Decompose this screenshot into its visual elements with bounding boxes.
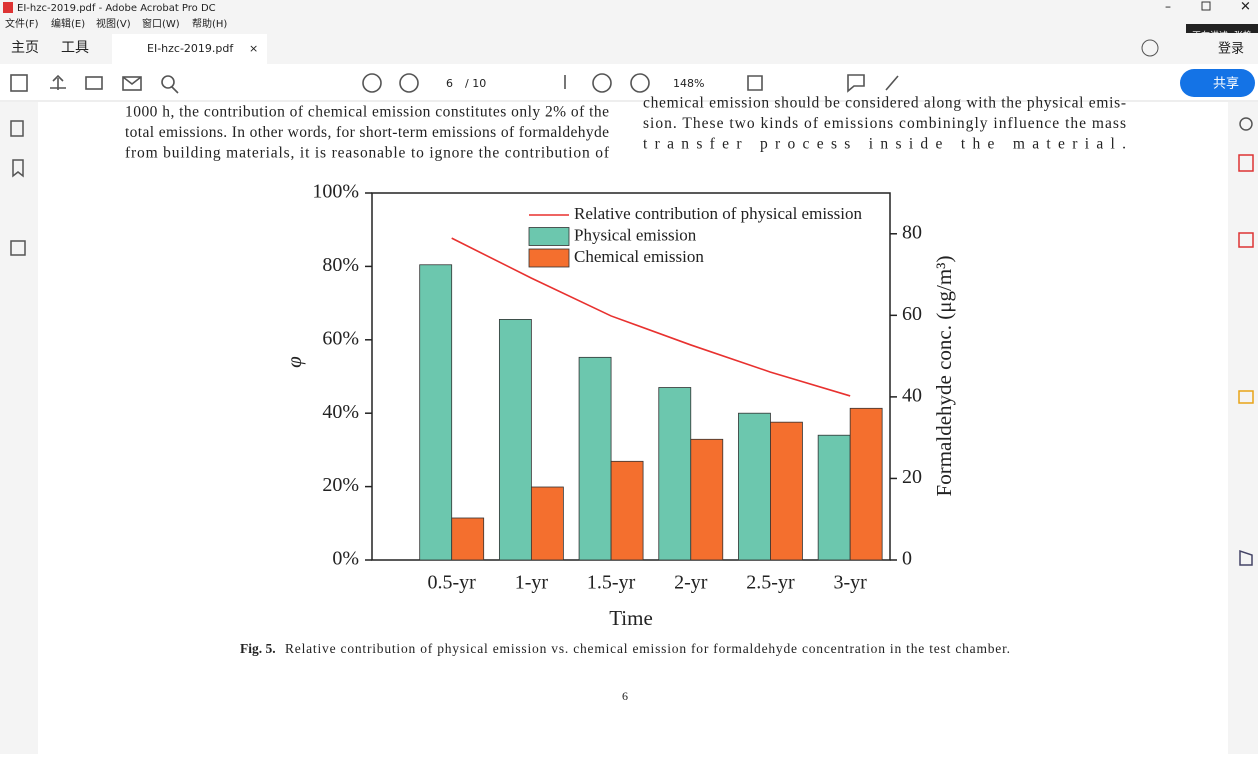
x-axis-label: Time (609, 606, 653, 630)
y2-axis-label: Formaldehyde conc. (μg/m³) (932, 256, 956, 497)
legend-label: Physical emission (574, 225, 697, 244)
help[interactable] (1141, 39, 1159, 57)
y-tick-label: 20% (322, 474, 359, 496)
bar (498, 319, 532, 561)
y2-tick-label: 0 (902, 548, 912, 570)
bar (530, 486, 564, 561)
bar (578, 356, 612, 561)
left-pane (0, 102, 38, 754)
app-icon (3, 2, 13, 13)
legend-swatch (528, 227, 570, 246)
zoom[interactable]: 148% (673, 77, 704, 90)
line (451, 237, 851, 397)
toolbar (0, 64, 1258, 102)
page-total: / 10 (465, 77, 486, 90)
bar (419, 264, 453, 561)
title-bar (0, 0, 1258, 33)
y2-tick-label: 60 (902, 303, 922, 325)
y2-tick-label: 80 (902, 221, 922, 243)
tools-tab[interactable]: 工具 (61, 40, 89, 56)
y-tick-label: 0% (332, 548, 359, 570)
menu-item[interactable]: 窗口(W) (142, 17, 180, 30)
body-text: 1000 h, the contribution of chemical emi… (125, 104, 609, 121)
share-label[interactable]: 共享 (1213, 76, 1239, 92)
x-tick-label: 2-yr (674, 572, 708, 594)
right-pane (1228, 102, 1258, 754)
page-sheet (53, 102, 1215, 754)
bar (817, 434, 851, 561)
y-tick-label: 60% (322, 327, 359, 349)
y-tick-label: 80% (322, 254, 359, 276)
body-text: chemical emission should be considered a… (643, 95, 1126, 112)
y-tick-label: 100% (312, 181, 359, 203)
page-input[interactable]: 6 (446, 77, 453, 90)
menu-item[interactable]: 编辑(E) (51, 17, 85, 30)
share-button[interactable] (1180, 69, 1255, 97)
x-tick-label: 1-yr (515, 572, 549, 594)
body-text: total emissions. In other words, for sho… (125, 124, 609, 141)
bar (658, 387, 692, 561)
caption-label: Fig. 5. (240, 641, 276, 656)
home-tab[interactable]: 主页 (11, 40, 39, 56)
caption: Relative contribution of physical emissi… (285, 641, 1010, 656)
restore[interactable] (1201, 1, 1211, 11)
bar (738, 412, 771, 561)
menu-item[interactable]: 帮助(H) (192, 17, 227, 30)
menu-item[interactable]: 文件(F) (5, 17, 39, 30)
body-text: transfer process inside the material. (643, 136, 1126, 153)
legend-swatch (528, 248, 570, 268)
bar (849, 407, 883, 561)
legend-label: Relative contribution of physical emissi… (574, 204, 863, 223)
bar (690, 438, 724, 561)
x-tick-label: 3-yr (833, 572, 867, 594)
close[interactable]: ✕ (1240, 0, 1251, 15)
y-tick-label: 40% (322, 401, 359, 423)
side-icons (10, 117, 1254, 566)
body-text: from building materials, it is reasonabl… (125, 145, 610, 162)
x-tick-label: 1.5-yr (587, 572, 636, 594)
tool-icons (10, 73, 899, 94)
x-tick-label: 0.5-yr (428, 572, 477, 594)
bar (610, 460, 644, 561)
menu-item[interactable]: 视图(V) (96, 17, 131, 30)
y2-tick-label: 40 (902, 384, 922, 406)
bar (451, 517, 485, 561)
x-tick-label: 2.5-yr (746, 572, 795, 594)
minimize[interactable]: – (1165, 0, 1171, 14)
y-axis-label: φ (282, 356, 306, 368)
page-number: 6 (622, 689, 628, 703)
tab-close[interactable]: × (249, 42, 258, 55)
body-text: sion. These two kinds of emissions combi… (643, 115, 1126, 132)
legend-label: Chemical emission (574, 247, 704, 266)
y2-tick-label: 20 (902, 466, 922, 488)
login[interactable]: 登录 (1218, 42, 1244, 57)
bar (770, 421, 803, 561)
doc-tab[interactable]: EI-hzc-2019.pdf (147, 42, 234, 55)
doc-tab-bg (112, 34, 267, 64)
window-title: EI-hzc-2019.pdf - Adobe Acrobat Pro DC (17, 3, 216, 14)
